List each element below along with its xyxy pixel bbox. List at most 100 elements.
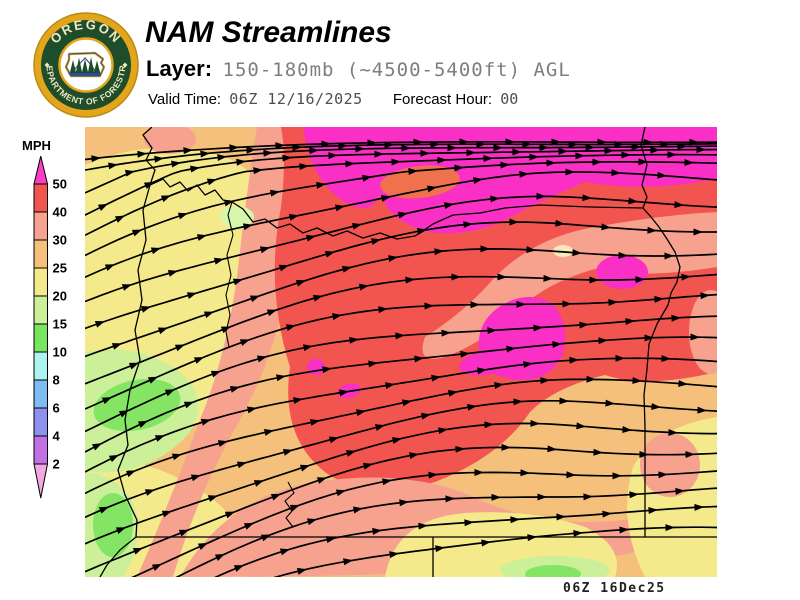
streamline-arrowhead — [341, 265, 352, 273]
layer-row: Layer: 150-180mb (~4500-5400ft) AGL — [146, 56, 571, 82]
streamline-arrowhead — [368, 360, 378, 368]
logo-trees — [69, 57, 101, 73]
streamline-arrowhead — [160, 195, 171, 203]
streamline-arrowhead — [309, 147, 319, 155]
streamline-arrowhead — [490, 195, 500, 203]
streamline-arrowhead — [614, 140, 624, 148]
streamline-arrowhead — [193, 357, 204, 364]
streamline-arrowhead — [631, 143, 641, 151]
streamline-arrowhead — [579, 321, 589, 329]
streamline-arrowhead — [566, 471, 576, 479]
streamline-arrowhead — [338, 142, 348, 150]
streamline — [85, 142, 717, 171]
streamline-arrowhead — [632, 377, 642, 385]
streamline-arrowhead — [339, 389, 349, 397]
streamline-arrowhead — [137, 150, 147, 158]
legend-tick-label: 50 — [53, 177, 67, 192]
legend-tick-label: 25 — [53, 261, 67, 276]
streamline-arrowhead — [484, 421, 494, 429]
streamline-arrowhead — [648, 507, 658, 514]
streamline-arrowhead — [397, 211, 408, 219]
streamline-arrowhead — [249, 295, 260, 303]
streamline-arrowhead — [312, 294, 323, 302]
legend-segment — [33, 183, 48, 213]
wind-speed-legend: 50 40 30 25 20 15 10 8 6 4 2 — [33, 156, 67, 499]
streamline-arrowhead — [309, 419, 320, 426]
streamline-arrowhead — [585, 143, 595, 151]
streamline-arrowhead — [661, 355, 671, 363]
streamline-map — [85, 127, 717, 577]
streamline-arrowhead — [491, 493, 501, 501]
streamline-arrowhead — [552, 340, 562, 348]
streamline-arrowhead — [602, 510, 612, 518]
streamline-arrowhead — [530, 419, 540, 427]
streamline-arrowhead — [628, 197, 638, 205]
streamline-arrowhead — [150, 247, 161, 255]
legend-tick-label: 20 — [53, 289, 67, 304]
streamline-arrowhead — [438, 427, 448, 435]
streamline-arrowhead — [246, 406, 257, 414]
streamline-arrowhead — [196, 234, 207, 241]
streamline-arrowhead — [378, 306, 388, 314]
streamline-arrowhead — [677, 142, 687, 150]
streamline-arrowhead — [131, 229, 142, 237]
streamline-arrowhead — [481, 539, 491, 547]
legend-tick-label: 4 — [53, 429, 61, 444]
streamline-arrowhead — [510, 516, 520, 524]
streamline-arrowhead — [455, 445, 465, 453]
streamline-arrowhead — [147, 376, 158, 384]
streamline-arrowhead — [104, 264, 115, 272]
streamline-arrowhead — [263, 429, 274, 436]
streamline-arrowhead — [217, 440, 228, 447]
streamline-arrowhead — [559, 397, 569, 405]
streamline-arrowhead — [91, 443, 102, 451]
streamline-arrowhead — [292, 144, 302, 151]
streamline — [85, 357, 717, 473]
streamline-arrowhead — [128, 362, 139, 370]
streamline-arrowhead — [431, 374, 441, 382]
streamline — [85, 273, 717, 385]
streamline-arrowhead — [214, 553, 225, 562]
streamline-arrowhead — [575, 152, 585, 160]
streamline-arrowhead — [124, 169, 135, 177]
streamline-arrowhead — [696, 146, 706, 154]
streamline-arrowhead — [118, 410, 129, 418]
streamline-arrowhead — [256, 355, 267, 363]
streamline-arrowhead — [114, 215, 125, 223]
legend-segment — [33, 435, 48, 465]
streamline-arrowhead — [164, 389, 175, 397]
streamline-arrowhead — [324, 250, 335, 258]
streamline-arrowhead — [589, 276, 599, 284]
streamline-arrowhead — [681, 273, 691, 281]
streamline-arrowhead — [101, 397, 112, 405]
streamline-arrowhead — [445, 495, 455, 503]
streamline-arrowhead — [565, 168, 575, 176]
streamline-arrowhead — [374, 150, 384, 158]
streamline-arrowhead — [385, 382, 395, 390]
state-borders — [99, 127, 717, 577]
streamline-arrowhead — [121, 284, 132, 291]
streamline-arrowhead — [299, 163, 309, 170]
legend-arrow-above — [33, 156, 49, 185]
streamline-arrowhead — [513, 398, 523, 406]
streamline-arrowhead — [644, 334, 654, 342]
streamline-arrowhead — [186, 292, 197, 299]
streamline-arrowhead — [206, 178, 217, 186]
streamline-arrowhead — [288, 213, 299, 221]
streamline-arrowhead — [539, 144, 549, 152]
streamline-arrowhead — [213, 257, 224, 265]
streamline-arrowhead — [295, 279, 306, 287]
streamline-arrowhead — [430, 140, 440, 148]
streamline-arrowhead — [183, 401, 194, 409]
streamline-arrowhead — [266, 309, 277, 317]
valid-time-value: 06Z 12/16/2025 — [229, 90, 363, 108]
legend-segment — [33, 295, 48, 325]
streamline-arrowhead — [420, 149, 430, 157]
streamline-arrowhead — [140, 306, 151, 313]
streamline-arrowhead — [417, 227, 427, 235]
streamline-arrowhead — [546, 159, 556, 167]
streamline-arrowhead — [556, 513, 566, 521]
streamline-arrowhead — [270, 189, 280, 197]
streamline-arrowhead — [555, 219, 565, 227]
